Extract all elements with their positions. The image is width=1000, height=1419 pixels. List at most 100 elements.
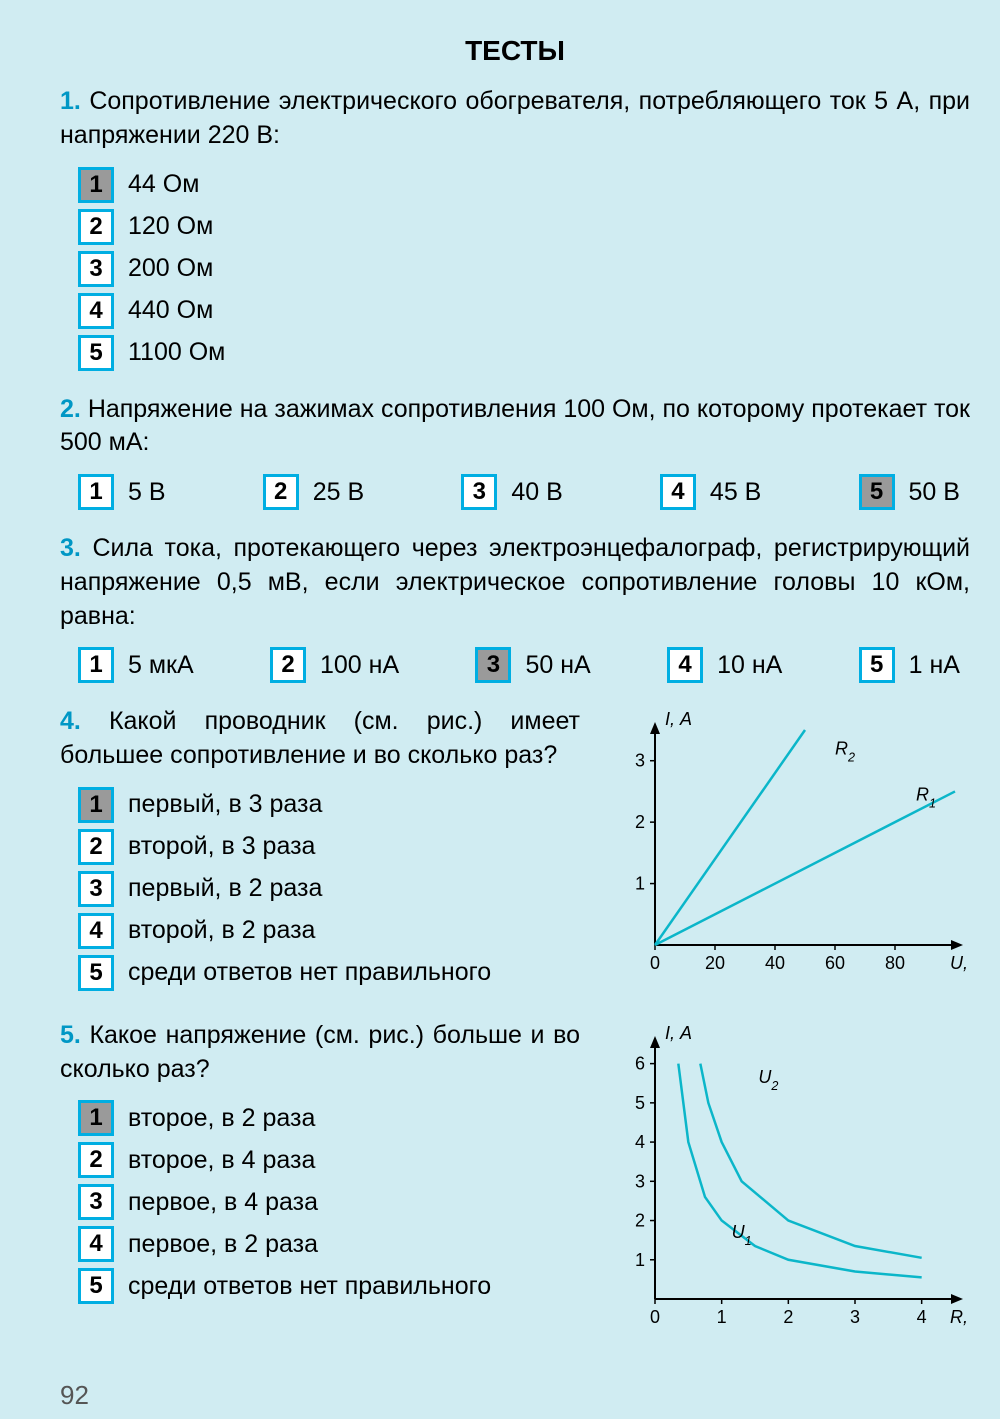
answer-option[interactable]: 3 200 Ом xyxy=(78,251,970,287)
answer-option[interactable]: 51 нА xyxy=(859,647,960,683)
question-body: Напряжение на зажимах сопротивления 100 … xyxy=(60,395,970,457)
option-number-box[interactable]: 2 xyxy=(78,209,114,245)
question-body: Какое напряжение (см. рис.) больше и во … xyxy=(60,1021,580,1083)
option-number-box[interactable]: 5 xyxy=(78,955,114,991)
answer-option[interactable]: 4 10 нА xyxy=(667,647,782,683)
svg-text:3: 3 xyxy=(635,751,645,771)
options-vertical: 144 Ом 2120 Ом 3 200 Ом 4440 Ом 5 1100 Ом xyxy=(60,167,970,371)
answer-option[interactable]: 3 первый, в 2 раза xyxy=(78,871,580,907)
option-label: первый, в 2 раза xyxy=(128,874,322,903)
question-text: 4. Какой проводник (см. рис.) имеет боль… xyxy=(60,705,580,773)
question-number: 4. xyxy=(60,707,81,735)
answer-option[interactable]: 5среди ответов нет правильного xyxy=(78,1268,580,1304)
svg-text:40: 40 xyxy=(765,953,785,973)
option-label: среди ответов нет правильного xyxy=(128,958,491,987)
answer-option[interactable]: 5 среди ответов нет правильного xyxy=(78,955,580,991)
answer-option[interactable]: 4 первое, в 2 раза xyxy=(78,1226,580,1262)
question-2: 2. Напряжение на зажимах сопротивления 1… xyxy=(60,393,970,511)
answer-option[interactable]: 4440 Ом xyxy=(78,293,970,329)
option-number-box[interactable]: 4 xyxy=(78,1226,114,1262)
option-label: 50 В xyxy=(909,478,960,507)
option-label: 25 В xyxy=(313,478,364,507)
option-number-box[interactable]: 5 xyxy=(78,335,114,371)
option-label: 200 Ом xyxy=(128,254,213,283)
svg-text:R2: R2 xyxy=(835,739,855,765)
option-label: 1100 Ом xyxy=(128,338,225,367)
option-label: 10 нА xyxy=(717,651,782,680)
option-number-box[interactable]: 2 xyxy=(78,1142,114,1178)
svg-text:2: 2 xyxy=(783,1307,793,1327)
option-label: 5 мкА xyxy=(128,651,194,680)
option-number-box[interactable]: 4 xyxy=(78,913,114,949)
options-vertical: 1первый, в 3 раза 2 второй, в 3 раза 3 первы… xyxy=(60,787,580,991)
option-number-box[interactable]: 2 xyxy=(78,829,114,865)
question-number: 5. xyxy=(60,1021,81,1049)
option-number-box[interactable]: 2 xyxy=(270,647,306,683)
option-label: 45 В xyxy=(710,478,761,507)
answer-option[interactable]: 5 50 В xyxy=(859,474,960,510)
svg-text:U1: U1 xyxy=(732,1222,752,1248)
answer-option[interactable]: 1 второе, в 2 раза xyxy=(78,1100,580,1136)
svg-text:R, Ом: R, Ом xyxy=(950,1307,970,1327)
page-number: 92 xyxy=(60,1380,89,1411)
option-number-box[interactable]: 2 xyxy=(263,474,299,510)
svg-text:80: 80 xyxy=(885,953,905,973)
option-label: первое, в 2 раза xyxy=(128,1230,318,1259)
answer-option[interactable]: 3 первое, в 4 раза xyxy=(78,1184,580,1220)
option-label: второй, в 3 раза xyxy=(128,832,315,861)
option-number-box[interactable]: 3 xyxy=(461,474,497,510)
svg-text:U2: U2 xyxy=(758,1067,778,1093)
svg-text:1: 1 xyxy=(635,874,645,894)
answer-option[interactable]: 350 нА xyxy=(475,647,590,683)
answer-option[interactable]: 2 100 нА xyxy=(270,647,399,683)
page: ТЕСТЫ 1. Сопротивление электрического об… xyxy=(0,0,1000,1419)
svg-text:0: 0 xyxy=(650,1307,660,1327)
option-number-box[interactable]: 5 xyxy=(859,474,895,510)
option-label: 100 нА xyxy=(320,651,399,680)
answer-option[interactable]: 2120 Ом xyxy=(78,209,970,245)
option-number-box[interactable]: 3 xyxy=(78,871,114,907)
answer-option[interactable]: 5 1100 Ом xyxy=(78,335,970,371)
option-number-box[interactable]: 1 xyxy=(78,647,114,683)
answer-option[interactable]: 2второе, в 4 раза xyxy=(78,1142,580,1178)
answer-option[interactable]: 2 второй, в 3 раза xyxy=(78,829,580,865)
svg-text:0: 0 xyxy=(650,953,660,973)
option-number-box[interactable]: 1 xyxy=(78,787,114,823)
svg-text:1: 1 xyxy=(635,1250,645,1270)
option-number-box[interactable]: 5 xyxy=(859,647,895,683)
option-label: второй, в 2 раза xyxy=(128,916,315,945)
chart-q5: 12345601234I, АR, ОмU1U2 xyxy=(600,1019,970,1344)
option-label: 40 В xyxy=(511,478,562,507)
question-number: 2. xyxy=(60,395,81,423)
option-number-box[interactable]: 1 xyxy=(78,474,114,510)
option-number-box[interactable]: 4 xyxy=(667,647,703,683)
question-body: Сила тока, протекающего через электроэнц… xyxy=(60,534,970,630)
option-number-box[interactable]: 4 xyxy=(78,293,114,329)
answer-option[interactable]: 3 40 В xyxy=(461,474,562,510)
answer-option[interactable]: 4 второй, в 2 раза xyxy=(78,913,580,949)
answer-option[interactable]: 4 45 В xyxy=(660,474,761,510)
question-1: 1. Сопротивление электрического обогрева… xyxy=(60,85,970,371)
answer-option[interactable]: 1первый, в 3 раза xyxy=(78,787,580,823)
svg-text:U, В: U, В xyxy=(950,953,970,973)
answer-option[interactable]: 15 В xyxy=(78,474,166,510)
question-text: 2. Напряжение на зажимах сопротивления 1… xyxy=(60,393,970,461)
answer-option[interactable]: 2 25 В xyxy=(263,474,364,510)
option-label: второе, в 2 раза xyxy=(128,1104,315,1133)
option-number-box[interactable]: 3 xyxy=(78,251,114,287)
svg-text:I, А: I, А xyxy=(665,709,692,729)
option-number-box[interactable]: 1 xyxy=(78,167,114,203)
question-body: Сопротивление электрического обогревател… xyxy=(60,87,970,149)
option-number-box[interactable]: 3 xyxy=(78,1184,114,1220)
option-number-box[interactable]: 1 xyxy=(78,1100,114,1136)
option-number-box[interactable]: 3 xyxy=(475,647,511,683)
answer-option[interactable]: 1 5 мкА xyxy=(78,647,194,683)
answer-option[interactable]: 144 Ом xyxy=(78,167,970,203)
option-number-box[interactable]: 5 xyxy=(78,1268,114,1304)
option-number-box[interactable]: 4 xyxy=(660,474,696,510)
chart-q4: 123020406080I, АU, ВR2R1 xyxy=(600,705,970,997)
svg-text:1: 1 xyxy=(717,1307,727,1327)
svg-text:60: 60 xyxy=(825,953,845,973)
question-text: 3. Сила тока, протекающего через электро… xyxy=(60,532,970,633)
option-label: первое, в 4 раза xyxy=(128,1188,318,1217)
